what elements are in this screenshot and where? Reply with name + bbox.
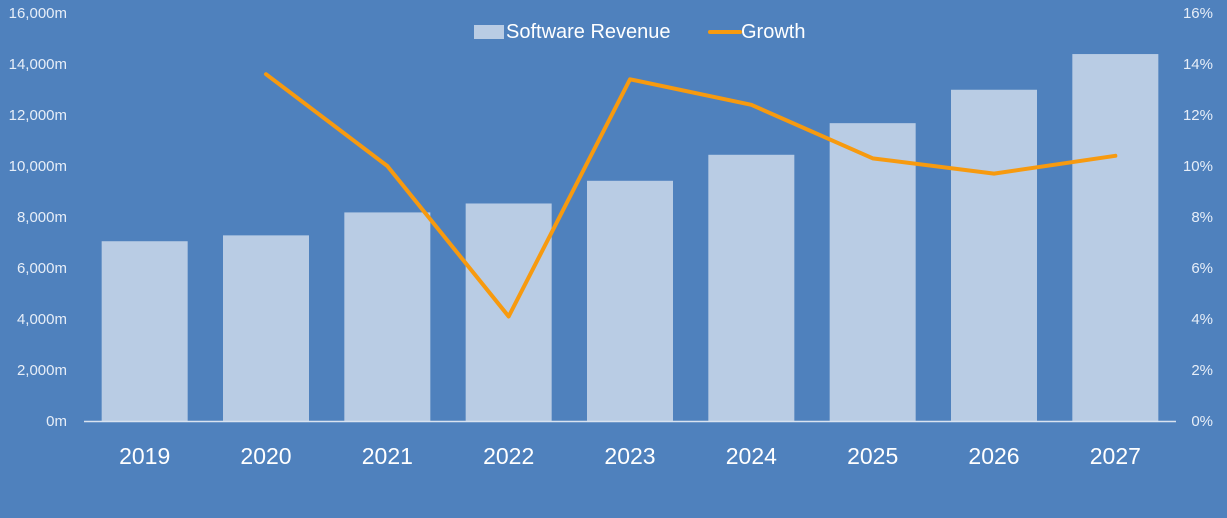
revenue-bar xyxy=(708,154,795,421)
left-axis-tick-label: 8,000m xyxy=(17,209,67,226)
x-axis-category-label: 2020 xyxy=(240,443,291,469)
right-axis-tick-label: 10% xyxy=(1183,158,1213,175)
growth-line xyxy=(264,72,1118,319)
left-axis-tick-label: 2,000m xyxy=(17,362,67,379)
left-axis-tick-label: 14,000m xyxy=(9,56,67,73)
right-axis-tick-label: 4% xyxy=(1191,311,1213,328)
left-axis-tick-label: 0m xyxy=(46,413,67,430)
x-axis-category-label: 2024 xyxy=(726,443,777,469)
right-axis-tick-label: 6% xyxy=(1191,260,1213,277)
legend-label-growth: Growth xyxy=(741,21,805,43)
revenue-bar xyxy=(1072,54,1159,422)
right-axis-tick-label: 14% xyxy=(1183,56,1213,73)
left-axis-tick-label: 6,000m xyxy=(17,260,67,277)
left-axis-tick-label: 4,000m xyxy=(17,311,67,328)
right-axis-tick-label: 2% xyxy=(1191,362,1213,379)
revenue-bars xyxy=(101,54,1159,422)
revenue-bar xyxy=(101,241,188,421)
legend: Software Revenue Growth xyxy=(474,21,805,43)
legend-swatch-revenue xyxy=(474,25,504,39)
left-axis-ticks: 0m 2,000m 4,000m 6,000m 8,000m 10,000m 12,000m… xyxy=(9,5,67,430)
right-axis-tick-label: 8% xyxy=(1191,209,1213,226)
right-axis-tick-label: 0% xyxy=(1191,413,1213,430)
x-axis-category-label: 2019 xyxy=(119,443,170,469)
revenue-bar xyxy=(829,123,916,421)
legend-label-revenue: Software Revenue xyxy=(506,21,671,43)
left-axis-tick-label: 10,000m xyxy=(9,158,67,175)
x-axis-category-labels: 2019 2020 2021 2022 2023 2024 2025 2026 2027 xyxy=(119,443,1141,469)
x-axis-category-label: 2021 xyxy=(362,443,413,469)
left-axis-tick-label: 16,000m xyxy=(9,5,67,22)
left-axis-tick-label: 12,000m xyxy=(9,107,67,124)
right-axis-tick-label: 12% xyxy=(1183,107,1213,124)
revenue-bar xyxy=(344,212,431,421)
revenue-bar xyxy=(223,235,309,421)
right-axis-ticks: 0% 2% 4% 6% 8% 10% 12% 14% 16% xyxy=(1183,5,1213,430)
x-axis-category-label: 2022 xyxy=(483,443,534,469)
x-axis-category-label: 2023 xyxy=(604,443,655,469)
x-axis-category-label: 2027 xyxy=(1090,443,1141,469)
growth-line-layer xyxy=(264,72,1118,319)
right-axis-tick-label: 16% xyxy=(1183,5,1213,22)
x-axis-category-label: 2026 xyxy=(968,443,1019,469)
x-axis-category-label: 2025 xyxy=(847,443,898,469)
revenue-bar xyxy=(587,180,673,421)
revenue-bar xyxy=(951,89,1037,421)
